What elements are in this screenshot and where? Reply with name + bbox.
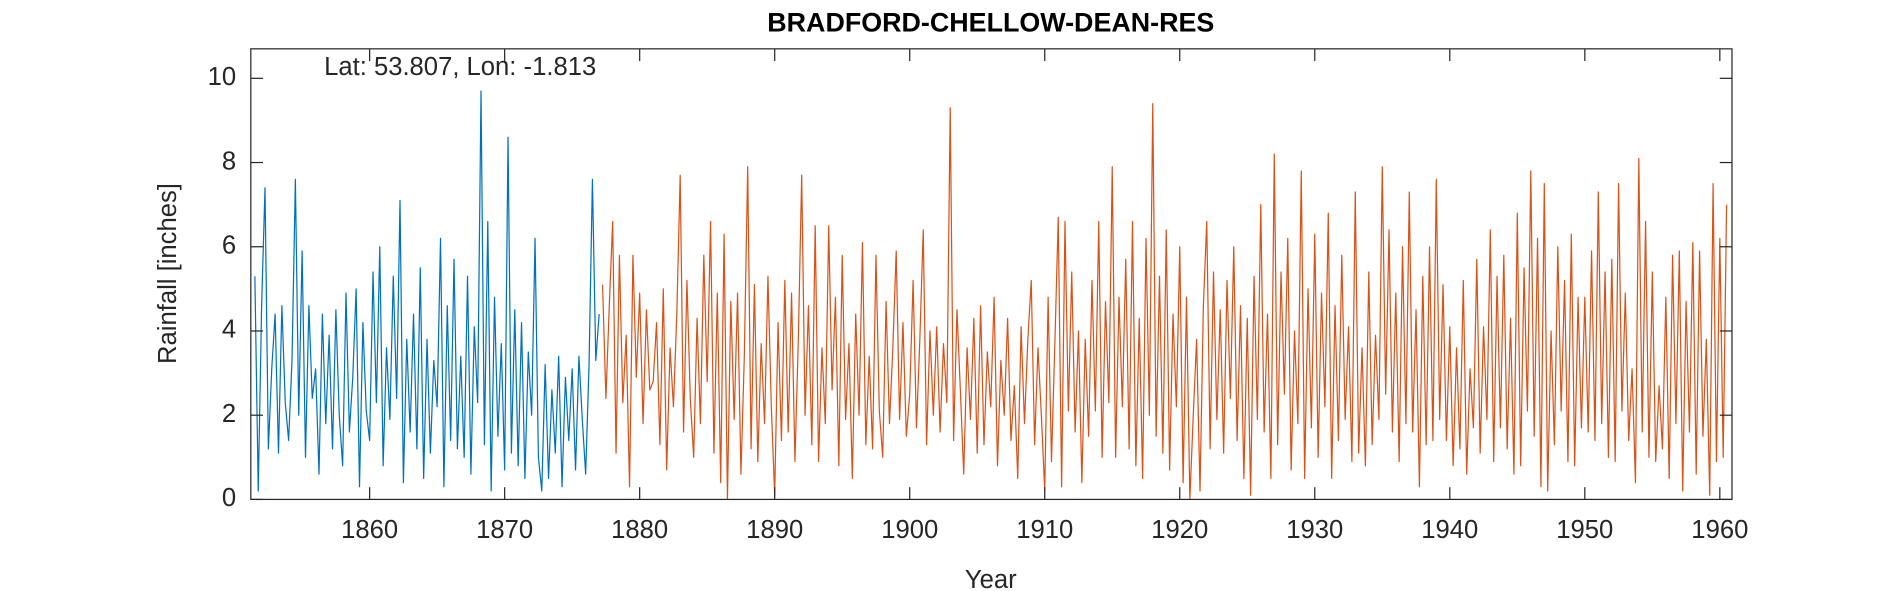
plot-area <box>254 90 1728 501</box>
x-tick-label: 1930 <box>1286 516 1343 544</box>
y-tick-label: 4 <box>222 316 236 344</box>
axes-box <box>250 48 1733 501</box>
annotation: Lat: 53.807, Lon: -1.813 <box>324 53 596 81</box>
chart-title: BRADFORD-CHELLOW-DEAN-RES <box>767 8 1214 38</box>
x-tick-label: 1880 <box>611 516 668 544</box>
x-tick-label: 1900 <box>881 516 938 544</box>
y-tick-label: 2 <box>222 400 236 428</box>
x-axis-label: Year <box>965 566 1017 591</box>
x-tick-label: 1860 <box>341 516 398 544</box>
x-tick-label: 1870 <box>476 516 533 544</box>
y-tick-label: 10 <box>208 63 237 91</box>
x-tick-label: 1910 <box>1016 516 1073 544</box>
rainfall-line <box>254 90 600 492</box>
y-tick-label: 6 <box>222 232 236 260</box>
x-tick-label: 1920 <box>1151 516 1208 544</box>
x-tick-label: 1940 <box>1421 516 1478 544</box>
y-axis-label: Rainfall [inches] <box>154 183 182 364</box>
y-tick-label: 8 <box>222 147 236 175</box>
y-tick-label: 0 <box>222 484 236 512</box>
x-tick-label: 1890 <box>746 516 803 544</box>
x-tick-label: 1960 <box>1691 516 1748 544</box>
rainfall-line <box>601 102 1728 501</box>
x-tick-label: 1950 <box>1556 516 1613 544</box>
